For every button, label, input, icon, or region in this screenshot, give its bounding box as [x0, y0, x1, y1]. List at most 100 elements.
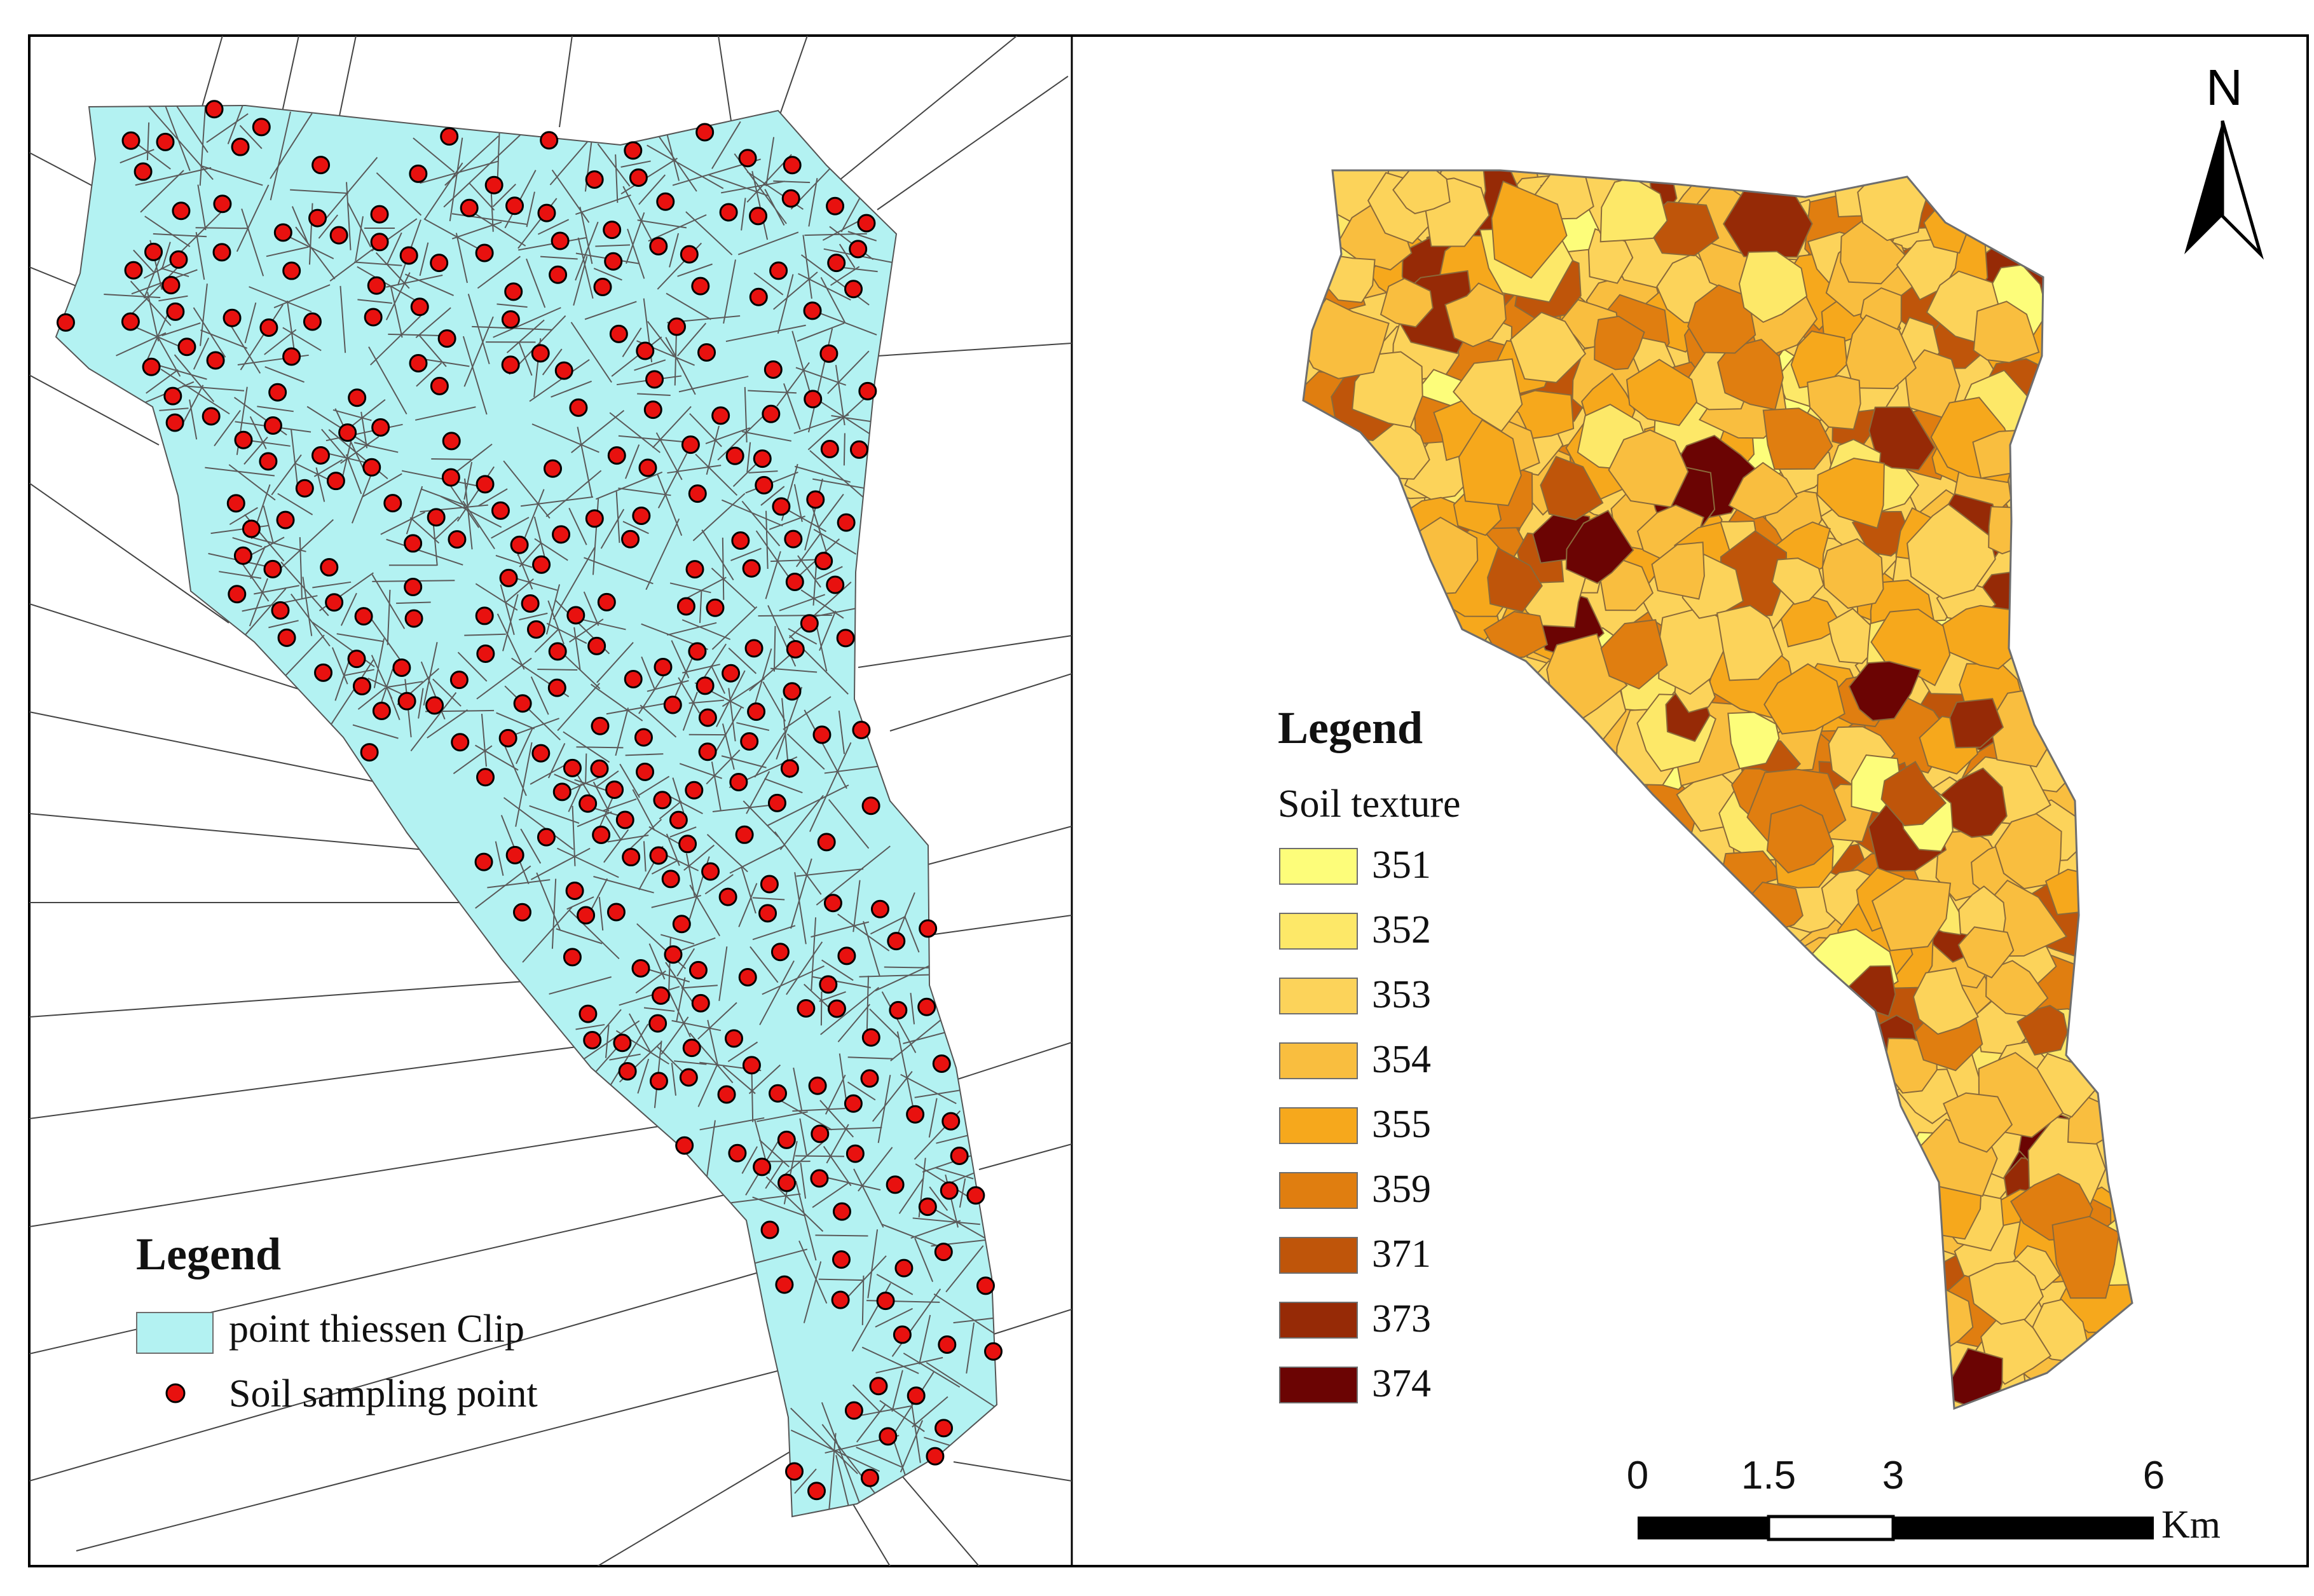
soil-sampling-point: [146, 243, 162, 260]
soil-sampling-point: [625, 142, 641, 159]
soil-sampling-point: [549, 679, 565, 696]
soil-sampling-point: [653, 987, 669, 1004]
soil-sampling-point: [593, 827, 610, 843]
soil-texture-subtitle: Soil texture: [1278, 782, 1461, 827]
soil-sampling-point: [784, 157, 800, 174]
soil-sampling-point: [586, 510, 603, 527]
soil-sampling-point: [406, 610, 422, 627]
soil-sampling-point: [770, 1085, 786, 1102]
left-legend-title: Legend: [136, 1228, 281, 1281]
soil-sampling-point: [637, 763, 654, 780]
soil-sampling-point: [798, 1000, 814, 1016]
soil-sampling-point: [814, 726, 830, 743]
soil-sampling-point: [410, 165, 427, 182]
soil-sampling-point: [348, 651, 365, 667]
soil-sampling-point: [361, 744, 378, 761]
soil-sampling-point: [224, 310, 240, 326]
soil-class-label-373: 373: [1372, 1297, 1431, 1342]
soil-sampling-point: [452, 734, 469, 751]
scale-tick-1: 1.5: [1741, 1453, 1796, 1498]
soil-sampling-point: [533, 556, 550, 573]
soil-sampling-point: [816, 553, 832, 570]
soil-sampling-point: [650, 847, 667, 864]
soil-sampling-point: [427, 697, 443, 714]
soil-sampling-point: [500, 730, 516, 746]
soil-sampling-point: [894, 1327, 910, 1343]
soil-sampling-point: [385, 495, 401, 512]
soil-class-swatch-371: [1279, 1237, 1358, 1274]
soil-sampling-point: [741, 733, 758, 749]
soil-sampling-point: [730, 774, 747, 791]
soil-sampling-point: [927, 1448, 943, 1464]
soil-sampling-point: [507, 847, 523, 863]
scale-segment-3: [1893, 1517, 2154, 1539]
soil-sampling-point: [143, 358, 160, 375]
thiessen-cell-edge: [585, 753, 586, 783]
soil-sampling-point: [699, 744, 716, 760]
soil-sampling-point: [837, 630, 854, 646]
scale-segment-1: [1638, 1517, 1769, 1539]
soil-class-swatch-352: [1279, 913, 1358, 950]
soil-sampling-point: [783, 190, 799, 207]
soil-sampling-point: [261, 320, 277, 336]
soil-sampling-point: [750, 289, 767, 305]
soil-sampling-point: [877, 1293, 894, 1309]
soil-sampling-point: [763, 406, 779, 422]
soil-sampling-point: [664, 697, 681, 713]
soil-sampling-point: [431, 378, 448, 394]
soil-sampling-point: [235, 547, 251, 564]
soil-class-swatch-354: [1279, 1042, 1358, 1079]
soil-class-swatch-374: [1279, 1367, 1358, 1403]
soil-sampling-point: [702, 863, 719, 880]
soil-sampling-point: [650, 1015, 666, 1032]
soil-sampling-point: [368, 277, 385, 294]
soil-sampling-point: [640, 460, 656, 476]
soil-sampling-point: [736, 826, 753, 843]
soil-sampling-point: [578, 907, 594, 924]
soil-sampling-point: [680, 1069, 697, 1086]
soil-sampling-point: [586, 171, 603, 188]
thiessen-cell-edge: [537, 669, 577, 670]
soil-sampling-point: [669, 318, 685, 335]
soil-sampling-point: [805, 391, 821, 407]
soil-sampling-point: [692, 995, 709, 1011]
soil-sampling-point: [687, 561, 703, 578]
scale-tick-0: 0: [1627, 1453, 1648, 1498]
soil-sampling-point: [623, 849, 640, 866]
soil-sampling-point: [549, 643, 566, 660]
soil-sampling-point: [476, 608, 493, 624]
soil-sampling-point: [511, 536, 528, 553]
soil-sampling-point: [533, 745, 549, 761]
soil-sampling-point: [818, 834, 835, 850]
soil-sampling-point: [313, 157, 329, 174]
soil-sampling-point: [850, 241, 866, 257]
soil-sampling-point: [449, 531, 465, 548]
soil-sampling-point: [214, 196, 231, 212]
soil-sampling-point: [442, 469, 459, 486]
soil-sampling-point: [673, 916, 690, 932]
soil-sampling-point: [355, 608, 372, 625]
soil-sampling-point: [647, 371, 663, 388]
soil-sampling-point: [776, 1276, 793, 1293]
soil-sampling-point: [838, 514, 854, 531]
soil-sampling-point: [686, 782, 702, 798]
soil-sampling-point: [477, 645, 494, 662]
soil-sampling-point: [859, 383, 876, 399]
north-label: N: [2206, 58, 2243, 117]
soil-sampling-point: [554, 784, 570, 800]
soil-sampling-point: [550, 266, 566, 283]
soil-sampling-point: [665, 946, 681, 963]
soil-sampling-point: [707, 599, 723, 616]
soil-sampling-point: [125, 262, 142, 278]
soil-sampling-point: [863, 1029, 879, 1046]
soil-sampling-point: [786, 573, 803, 590]
soil-class-label-355: 355: [1372, 1102, 1431, 1147]
soil-sampling-point: [887, 1177, 903, 1193]
soil-sampling-point: [371, 234, 388, 250]
soil-sampling-point: [772, 944, 788, 960]
soil-sampling-point: [580, 795, 596, 812]
soil-sampling-point: [278, 629, 295, 646]
soil-sampling-point: [304, 313, 320, 330]
soil-sampling-point: [327, 473, 344, 489]
soil-sampling-point: [847, 1145, 863, 1162]
